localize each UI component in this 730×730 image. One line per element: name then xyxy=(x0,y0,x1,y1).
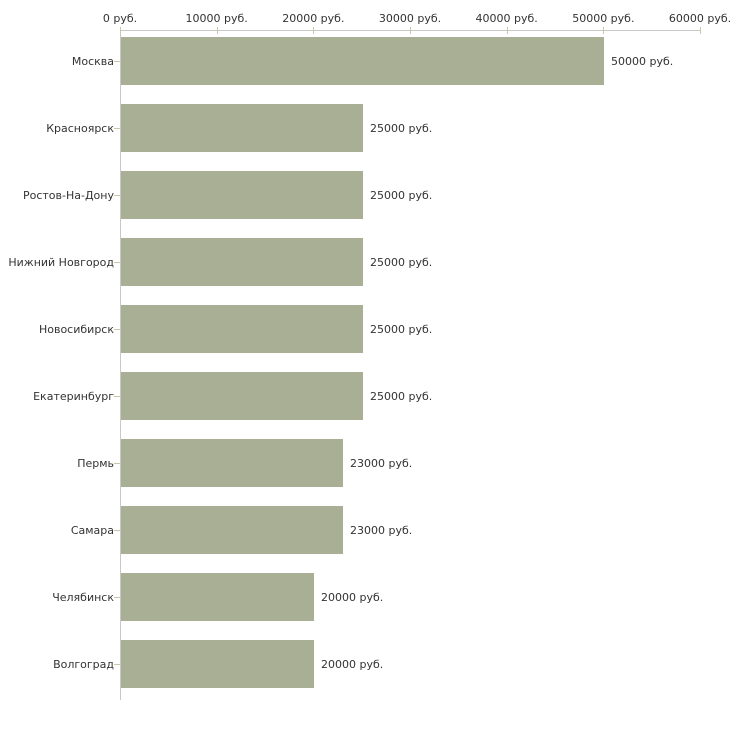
value-label: 20000 руб. xyxy=(321,658,384,671)
y-axis-tick-mark xyxy=(114,195,120,196)
value-label: 23000 руб. xyxy=(350,457,413,470)
value-label: 25000 руб. xyxy=(370,256,433,269)
y-axis-tick-mark xyxy=(114,396,120,397)
value-label: 25000 руб. xyxy=(370,390,433,403)
y-axis-tick-mark xyxy=(114,597,120,598)
x-axis-tick-label: 50000 руб. xyxy=(572,12,635,25)
x-axis-tick-mark xyxy=(506,27,508,34)
value-label: 23000 руб. xyxy=(350,524,413,537)
category-label: Волгоград xyxy=(53,658,114,671)
category-label: Новосибирск xyxy=(38,323,114,336)
x-axis-tick-mark xyxy=(410,27,411,34)
bar-1 xyxy=(121,37,604,85)
value-label: 20000 руб. xyxy=(321,591,384,604)
category-label: Пермь xyxy=(77,457,114,470)
bar-5 xyxy=(121,305,363,353)
bar-9 xyxy=(121,573,314,621)
y-axis-tick-mark xyxy=(114,128,120,129)
x-axis-tick-label: 40000 руб. xyxy=(475,12,538,25)
value-label: 25000 руб. xyxy=(370,323,433,336)
bar-8 xyxy=(121,506,343,554)
bar-6 xyxy=(121,372,363,420)
category-label: Екатеринбург xyxy=(33,390,114,403)
x-axis-tick-label: 30000 руб. xyxy=(378,12,442,25)
y-axis-tick-mark xyxy=(114,530,120,531)
x-axis-tick-label: 10000 руб. xyxy=(185,12,248,25)
x-axis-tick-label: 60000 руб. xyxy=(668,12,730,25)
value-label: 50000 руб. xyxy=(611,55,674,68)
bar-4 xyxy=(121,238,363,286)
y-axis-tick-mark xyxy=(114,262,120,263)
value-label: 25000 руб. xyxy=(370,122,433,135)
x-axis-tick-mark xyxy=(216,27,218,34)
category-label: Ростов-На-Дону xyxy=(22,189,114,202)
category-label: Челябинск xyxy=(52,591,114,604)
y-axis-tick-mark xyxy=(114,463,120,464)
category-label: Нижний Новгород xyxy=(8,256,114,269)
x-axis-tick-label: 0 руб. xyxy=(102,12,138,25)
x-axis-tick-mark xyxy=(313,27,315,34)
x-axis-tick-mark xyxy=(120,27,121,34)
x-axis-tick-label: 20000 руб. xyxy=(282,12,345,25)
bar-7 xyxy=(121,439,343,487)
y-axis-tick-mark xyxy=(114,329,120,330)
bar-10 xyxy=(121,640,314,688)
x-axis-tick-mark xyxy=(603,27,605,34)
category-label: Красноярск xyxy=(46,122,114,135)
y-axis-tick-mark xyxy=(114,61,120,62)
category-label: Москва xyxy=(71,55,114,68)
category-label: Самара xyxy=(70,524,114,537)
y-axis-line xyxy=(120,30,121,700)
value-label: 25000 руб. xyxy=(370,189,433,202)
y-axis-tick-mark xyxy=(114,664,120,665)
x-axis-tick-mark xyxy=(700,27,701,34)
bar-2 xyxy=(121,104,363,152)
bar-3 xyxy=(121,171,363,219)
